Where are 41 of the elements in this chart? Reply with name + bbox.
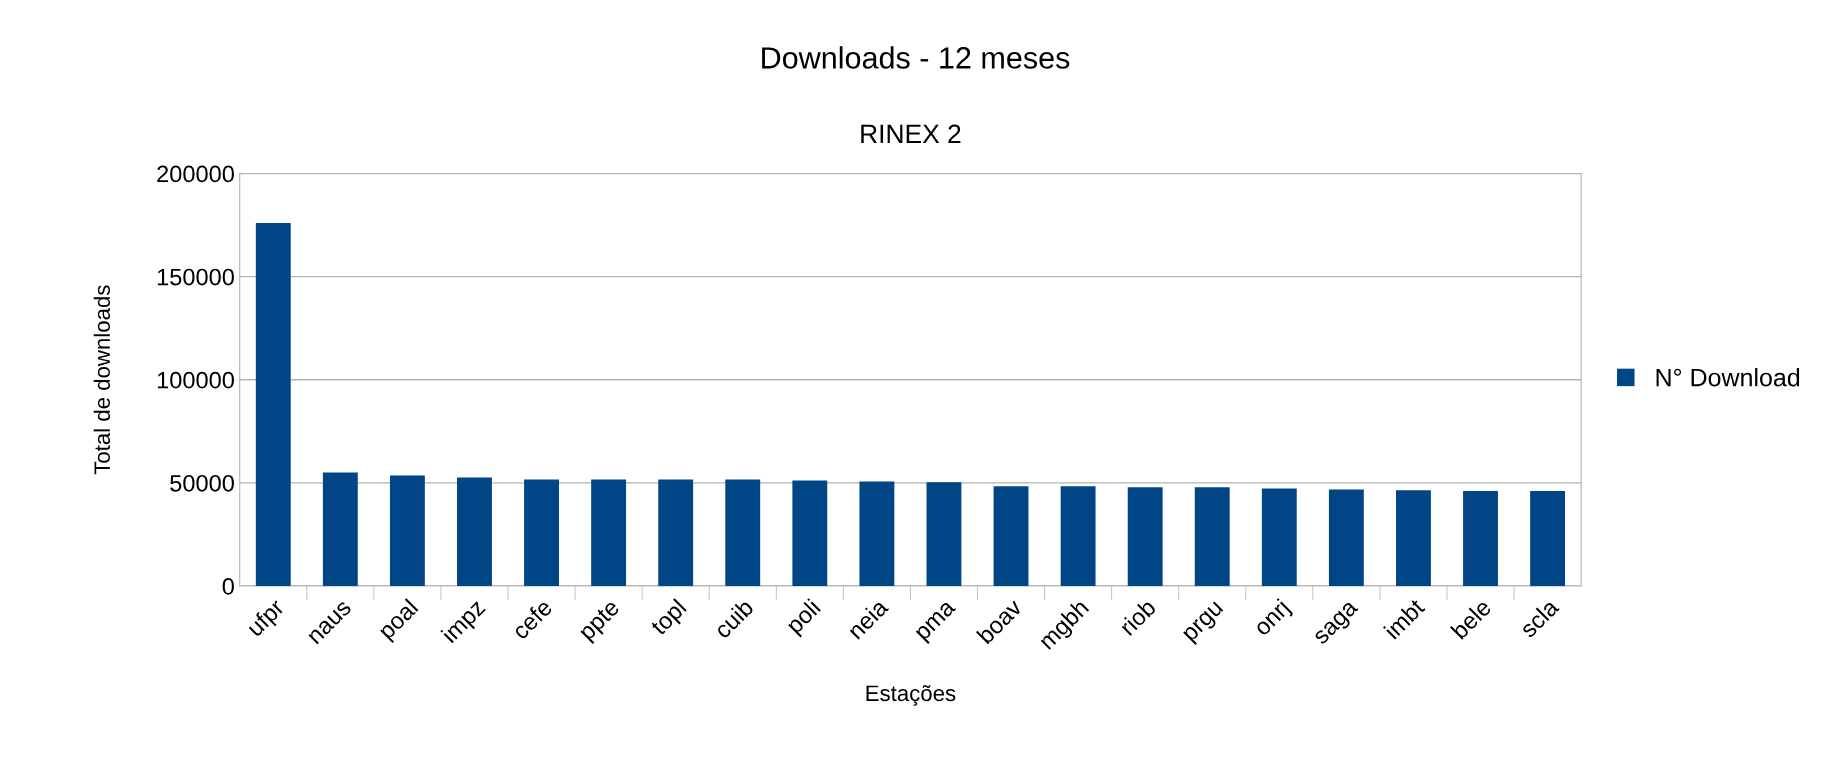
bar [1530, 491, 1566, 586]
x-tick-label: scla [1518, 597, 1560, 639]
x-axis-title: Estações [866, 685, 956, 706]
x-tick-label: topl [649, 598, 691, 640]
bar [859, 481, 895, 586]
x-tick-label: imbt [1383, 597, 1426, 640]
x-tick-label: riob [1118, 597, 1157, 637]
bar [1127, 487, 1163, 586]
y-tick-label: 200000 [157, 165, 234, 183]
bar [591, 479, 627, 586]
bar [926, 482, 962, 586]
bar [1194, 487, 1230, 586]
chart-subtitle: RINEX 2 [861, 124, 961, 143]
bar [1328, 489, 1364, 586]
bar [524, 479, 559, 586]
x-tick-label: cuib [712, 597, 755, 640]
bar [457, 477, 492, 586]
legend-label: N° Download [1656, 368, 1800, 387]
bar [389, 475, 425, 586]
x-tick-label: cefe [510, 597, 554, 641]
bar [255, 222, 291, 586]
bar [1396, 490, 1431, 586]
chart-title: Downloads - 12 meses [762, 46, 1070, 69]
bar [322, 472, 358, 586]
bar [1463, 491, 1498, 586]
y-tick-label: 50000 [170, 474, 234, 492]
y-tick-label: 150000 [157, 268, 234, 286]
bar [993, 486, 1029, 586]
x-tick-label: onrj [1252, 598, 1294, 640]
x-tick-label: bele [1450, 597, 1493, 640]
bar [1261, 488, 1297, 586]
bar [1060, 486, 1096, 586]
y-axis-title: Total de downloads [93, 285, 111, 475]
bar [725, 479, 761, 586]
y-tick-label: 0 [222, 578, 234, 595]
x-tick-label: poli [784, 598, 825, 638]
x-tick-label: ufpr [245, 597, 289, 641]
y-tick-label: 100000 [157, 371, 234, 389]
x-tick-label: neia [846, 597, 890, 640]
bar [792, 480, 828, 586]
bar [658, 479, 694, 586]
